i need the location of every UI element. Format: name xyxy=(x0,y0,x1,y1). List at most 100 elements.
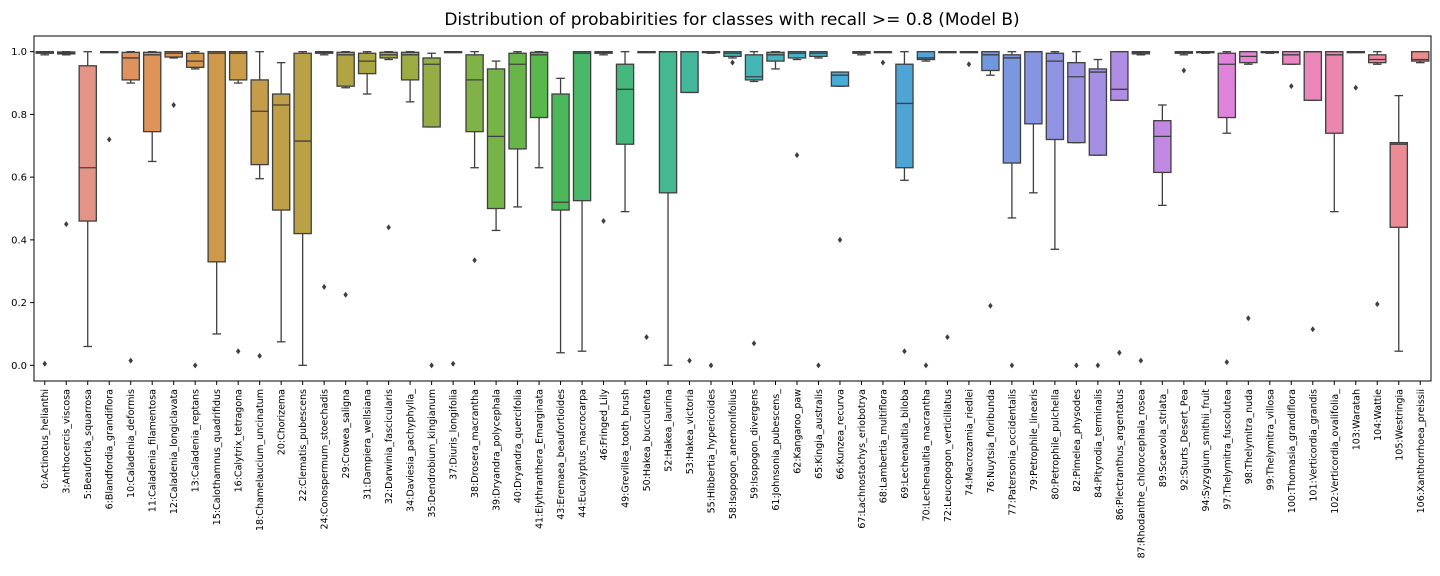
x-tick-label: 40:Dryandra_quercifolia xyxy=(513,389,524,503)
outlier-point xyxy=(601,218,606,225)
box-13:Caladenia_reptans xyxy=(185,51,205,369)
box-62:Kangaroo_paw xyxy=(787,51,807,159)
box-iqr xyxy=(293,52,312,235)
x-tick-label: 52:Hakea_laurina xyxy=(664,389,675,472)
box-iqr xyxy=(1217,52,1237,119)
x-tick-label: 70:Lechenaultia_macrantha xyxy=(921,389,932,521)
outlier-point xyxy=(257,352,262,359)
box-11:Caladenia_filamentosa xyxy=(142,51,162,163)
x-tick-label: 44:Eucalyptus_macrocarpa xyxy=(578,389,589,518)
box-iqr xyxy=(422,57,441,128)
x-tick-label: 62:Kangaroo_paw xyxy=(792,389,803,474)
box-89:Scaevola_striata_ xyxy=(1153,104,1172,207)
x-tick-label: 39:Dryandra_polycephala xyxy=(492,389,503,511)
box-37:Diuris_longifolia xyxy=(443,51,463,367)
box-76:Nuytsia_floribunda xyxy=(981,51,1000,309)
box-79:Petrophile_linearis xyxy=(1024,51,1043,194)
box-iqr xyxy=(1411,51,1430,62)
x-tick-label: 87:Rhodanthe_chlorocephala_rosea xyxy=(1136,389,1147,558)
x-tick-label: 97:Thelymitra_fuscolutea xyxy=(1222,389,1233,510)
box-99:Thelymitra_villosa xyxy=(1260,51,1280,54)
box-104:Wattie xyxy=(1368,51,1387,308)
box-58:Isopogon_anemonifolius xyxy=(723,51,742,66)
box-iqr xyxy=(271,93,291,211)
x-tick-label: 94:Syzygium_smithii_fruit xyxy=(1201,389,1212,512)
x-tick-label: 80:Petrophile_pulchella xyxy=(1050,389,1061,500)
outlier-point xyxy=(945,334,950,341)
x-tick-label: 66:Kunzea_recurva xyxy=(835,389,846,480)
box-iqr xyxy=(250,79,269,166)
outlier-point xyxy=(1138,357,1144,364)
outlier-point xyxy=(837,236,843,243)
x-tick-label: 24:Conospermum_stoechadis xyxy=(320,389,331,529)
x-tick-label: 16:Calytrix_tetragona xyxy=(234,389,245,492)
box-29:Crowea_saligna xyxy=(336,51,355,298)
box-iqr xyxy=(1110,51,1129,101)
outlier-point xyxy=(1117,349,1122,356)
box-103:Waratah xyxy=(1346,51,1366,91)
box-65:Kingia_australis xyxy=(809,51,828,369)
outlier-point xyxy=(42,360,47,367)
x-tick-label: 46:Fringed_Lily xyxy=(599,389,610,461)
outlier-point xyxy=(386,224,391,231)
outlier-point xyxy=(1375,301,1380,308)
box-iqr xyxy=(164,51,183,58)
x-tick-label: 89:Scaevola_striata_ xyxy=(1158,389,1169,487)
x-tick-label: 43:Eremaea_beaufortioides xyxy=(556,389,567,520)
x-tick-label: 11:Caladenia_filamentosa xyxy=(148,389,159,512)
box-iqr xyxy=(787,51,807,59)
x-tick-label: 32:Darwinia_fascicularis xyxy=(384,389,395,504)
box-80:Petrophile_pulchella xyxy=(1045,51,1065,250)
box-53:Hakea_victoria xyxy=(680,51,699,364)
x-tick-label: 0:Actinotus_helianthi xyxy=(40,389,51,489)
box-94:Syzygium_smithii_fruit xyxy=(1196,51,1215,54)
x-tick-label: 55:Hibbertia_hypericoides xyxy=(707,389,718,513)
outlier-point xyxy=(644,334,649,341)
x-tick-label: 22:Clematis_pubescens xyxy=(298,389,309,502)
x-tick-label: 38:Drosera_macrantha xyxy=(470,389,481,498)
box-101:Verticordia_grandis xyxy=(1303,51,1323,333)
x-tick-label: 31:Dampiera_wellsiana xyxy=(363,389,374,500)
box-iqr xyxy=(207,51,226,263)
box-iqr xyxy=(486,68,506,210)
box-iqr xyxy=(809,51,828,58)
box-12:Caladenia_longiclavata xyxy=(164,51,183,108)
box-41:Elythranthera_Emarginata xyxy=(529,51,549,169)
box-iqr xyxy=(1024,51,1043,125)
x-tick-label: 99:Thelymitra_villosa xyxy=(1265,389,1276,490)
outlier-point xyxy=(429,362,434,369)
x-tick-label: 68:Lambertia_multiflora xyxy=(878,389,889,503)
box-43:Eremaea_beaufortioides xyxy=(551,77,570,354)
box-iqr xyxy=(744,54,764,81)
x-tick-label: 102:Verticordia_ovalifolia_ xyxy=(1330,389,1341,514)
box-15:Calothamnus_quadrifidus xyxy=(207,51,226,335)
y-axis: 0.0 0.2 0.4 0.6 0.8 1.0 xyxy=(11,47,34,372)
box-5:Beaufortia_squarrosa xyxy=(78,51,97,348)
outlier-point xyxy=(1353,84,1359,91)
x-tick-label: 65:Kingia_australis xyxy=(814,389,825,479)
box-3:Anthocercis_viscosa xyxy=(56,51,76,228)
outlier-point xyxy=(235,348,241,355)
outlier-point xyxy=(816,362,821,369)
outlier-point xyxy=(1246,315,1251,322)
x-tick-label: 53:Hakea_victoria xyxy=(685,389,696,474)
x-tick-label: 20:Chorizema xyxy=(277,389,288,455)
box-16:Calytrix_tetragona xyxy=(228,51,248,355)
outlier-point xyxy=(730,59,735,66)
x-tick-label: 82:Pimelea_physodes xyxy=(1072,389,1083,492)
x-tick-label: 103:Waratah xyxy=(1351,389,1362,450)
box-97:Thelymitra_fuscolutea xyxy=(1217,51,1237,366)
x-tick-label: 6:Blandfordia_grandiflora xyxy=(105,389,116,509)
box-iqr xyxy=(142,51,162,133)
box-iqr xyxy=(766,51,785,62)
x-tick-label: 35:Dendrobium_kingianum xyxy=(427,389,438,518)
box-iqr xyxy=(981,51,1000,72)
box-50:Hakea_bucculenta xyxy=(637,51,656,341)
box-18:Chamelaucium_uncinatum xyxy=(250,51,269,359)
box-100:Thomasia_grandiflora xyxy=(1282,51,1301,90)
plot-frame xyxy=(33,35,1432,382)
box-iqr xyxy=(228,51,248,81)
outlier-point xyxy=(708,362,714,369)
box-iqr xyxy=(680,51,699,94)
outlier-point xyxy=(1074,362,1079,369)
